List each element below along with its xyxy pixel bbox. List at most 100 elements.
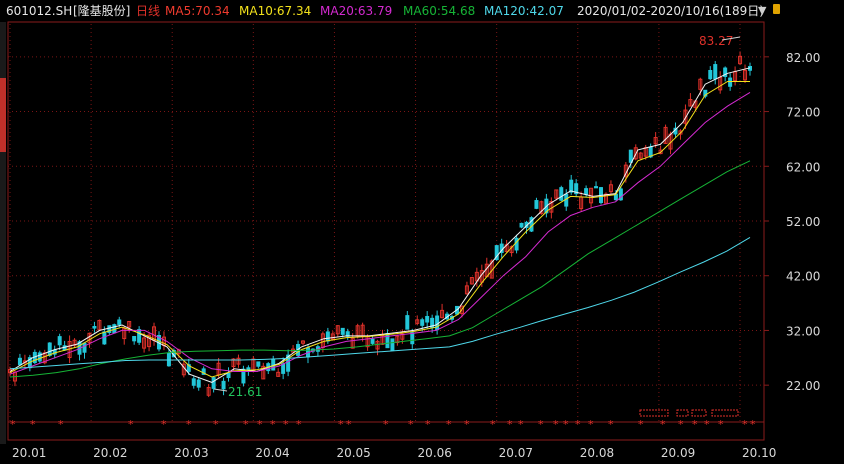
y-tick-label: 42.00 — [786, 270, 820, 284]
candle-body — [638, 152, 643, 159]
candle-body — [47, 342, 52, 356]
candle-body — [191, 378, 196, 386]
event-star-marker: * — [186, 418, 192, 431]
event-star-marker: * — [128, 418, 134, 431]
high-price-arrow — [721, 36, 741, 41]
x-tick-label: 20.02 — [93, 446, 127, 460]
event-star-marker: * — [346, 418, 352, 431]
event-star-marker: * — [161, 418, 167, 431]
event-star-marker: * — [507, 418, 513, 431]
candle-body — [276, 371, 281, 377]
event-star-marker: * — [608, 418, 614, 431]
low-price-label: 21.61 — [228, 385, 262, 399]
candle-body — [196, 379, 201, 388]
candle-body — [743, 69, 748, 81]
candle-body — [569, 179, 574, 193]
event-star-marker: * — [464, 418, 470, 431]
event-star-marker: * — [296, 418, 302, 431]
triangle-down-icon[interactable]: ▼ — [758, 4, 767, 17]
candle-body — [658, 149, 663, 155]
candle-body — [628, 149, 633, 163]
ma60-legend: MA60:54.68 — [403, 4, 476, 18]
candle-body — [57, 336, 62, 346]
event-star-marker: * — [538, 418, 544, 431]
event-star-marker: * — [553, 418, 559, 431]
candle-body — [261, 365, 266, 380]
candle-body — [464, 285, 469, 295]
candle-body — [663, 126, 668, 144]
candle-body — [117, 319, 122, 325]
x-tick-label: 20.04 — [255, 446, 289, 460]
candle-body — [137, 329, 142, 343]
event-star-marker: * — [408, 418, 414, 431]
candle-body — [82, 342, 87, 353]
candle-body — [608, 184, 613, 193]
candle-body — [728, 77, 733, 87]
ma20-legend: MA20:63.79 — [320, 4, 393, 18]
candle-body — [330, 333, 335, 340]
event-star-marker: * — [283, 418, 289, 431]
candle-body — [107, 325, 112, 333]
event-flag-marker — [691, 409, 707, 417]
candle-body — [440, 309, 445, 319]
stock-name: [隆基股份] — [73, 4, 131, 18]
candle-body — [186, 364, 191, 372]
candle-body — [147, 334, 152, 348]
candle-body — [534, 200, 539, 209]
candle-body — [390, 338, 395, 351]
ma10-legend: MA10:67.34 — [239, 4, 312, 18]
event-star-marker: * — [257, 418, 263, 431]
candle-body — [713, 64, 718, 80]
plot-frame — [7, 21, 765, 441]
event-star-marker: * — [490, 418, 496, 431]
event-star-marker: * — [638, 418, 644, 431]
candle-body — [340, 327, 345, 335]
y-tick-label: 82.00 — [786, 51, 820, 65]
candle-body — [226, 372, 231, 379]
event-star-marker: * — [750, 418, 756, 431]
event-star-marker: * — [742, 418, 748, 431]
candle-body — [231, 358, 236, 368]
y-tick-label: 72.00 — [786, 106, 820, 120]
period-label[interactable]: 日线 — [136, 4, 161, 18]
candle-body — [554, 189, 559, 199]
candle-body — [166, 352, 171, 367]
candle-body — [72, 339, 77, 346]
candle-body — [594, 186, 599, 189]
candle-body — [37, 352, 42, 362]
candle-body — [425, 315, 430, 323]
left-side-panel — [0, 22, 6, 444]
candle-body — [678, 130, 683, 135]
lock-icon[interactable] — [773, 4, 780, 14]
x-tick-label: 20.09 — [661, 446, 695, 460]
event-star-marker: * — [660, 418, 666, 431]
candle-body — [102, 331, 107, 345]
candle-body — [738, 55, 743, 65]
candle-body — [584, 188, 589, 195]
high-price-label: 83.27 — [699, 34, 733, 48]
candle-body — [251, 358, 256, 372]
ma10-line — [9, 81, 750, 378]
candle-body — [514, 237, 519, 251]
ma120-legend: MA120:42.07 — [484, 4, 564, 18]
event-star-marker: * — [338, 418, 344, 431]
event-star-marker: * — [446, 418, 452, 431]
date-range: 2020/01/02-2020/10/16(189日) — [577, 4, 764, 18]
candle-body — [132, 336, 137, 342]
candle-body — [246, 367, 251, 371]
event-flag-marker — [676, 409, 689, 417]
side-tab-marker[interactable] — [0, 78, 6, 152]
candle-body — [385, 333, 390, 349]
candle-body — [698, 78, 703, 90]
candle-body — [559, 187, 564, 201]
candle-body — [469, 277, 474, 285]
candle-body — [688, 99, 693, 107]
event-star-marker: * — [10, 418, 16, 431]
candle-body — [375, 340, 380, 350]
candle-body — [350, 337, 355, 349]
x-tick-label: 20.05 — [336, 446, 370, 460]
ma5-legend: MA5:70.34 — [165, 4, 230, 18]
candle-body — [17, 357, 22, 366]
